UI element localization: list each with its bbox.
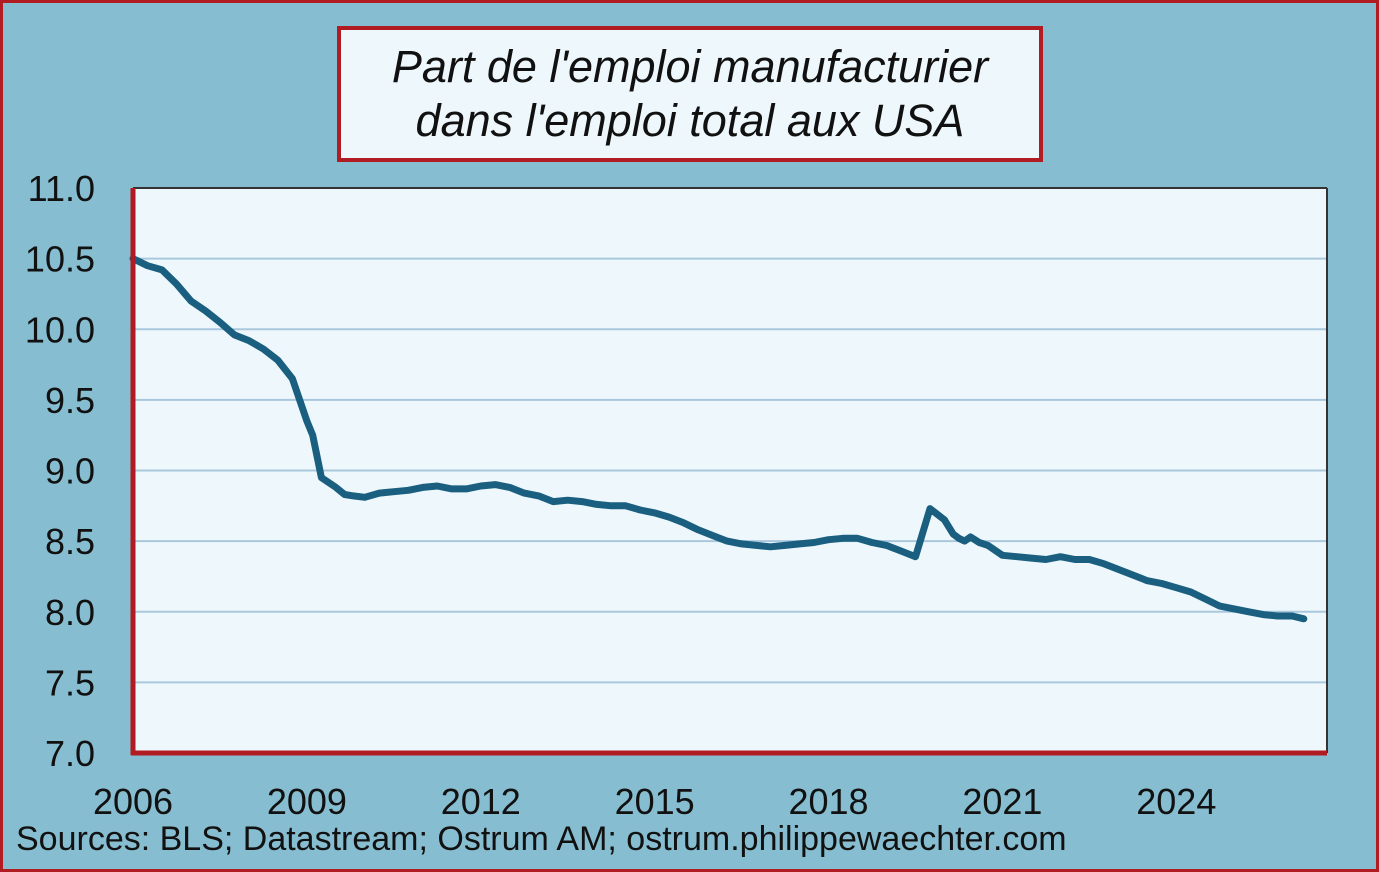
y-tick-labels: 7.0 7.5 8.0 8.5 9.0 9.5 10.0 10.5 11.0 (25, 168, 95, 774)
series-layer (129, 255, 1308, 623)
chart-title: Part de l'emploi manufacturier dans l'em… (337, 26, 1043, 162)
y-tick-label: 7.0 (45, 733, 95, 774)
y-tick-label: 9.0 (45, 451, 95, 492)
x-tick-label: 2015 (615, 781, 695, 822)
y-tick-label: 7.5 (45, 662, 95, 703)
x-tick-label: 2021 (962, 781, 1042, 822)
y-tick-label: 9.5 (45, 380, 95, 421)
chart-title-line-2: dans l'emploi total aux USA (415, 95, 965, 146)
series-line (129, 255, 1308, 623)
x-tick-label: 2006 (93, 781, 173, 822)
x-tick-labels: 2006 2009 2012 2015 2018 2021 2024 (93, 781, 1216, 822)
y-tick-label: 11.0 (28, 168, 95, 209)
chart-title-line-1: Part de l'emploi manufacturier (391, 41, 989, 92)
source-note: Sources: BLS; Datastream; Ostrum AM; ost… (16, 820, 1067, 858)
x-tick-label: 2009 (267, 781, 347, 822)
x-tick-label: 2018 (788, 781, 868, 822)
y-tick-label: 8.5 (45, 521, 95, 562)
y-tick-label: 10.0 (25, 309, 95, 350)
x-tick-label: 2012 (441, 781, 521, 822)
x-tick-label: 2024 (1136, 781, 1216, 822)
y-tick-label: 8.0 (45, 592, 95, 633)
axes (130, 187, 1328, 756)
y-tick-label: 10.5 (25, 239, 95, 280)
